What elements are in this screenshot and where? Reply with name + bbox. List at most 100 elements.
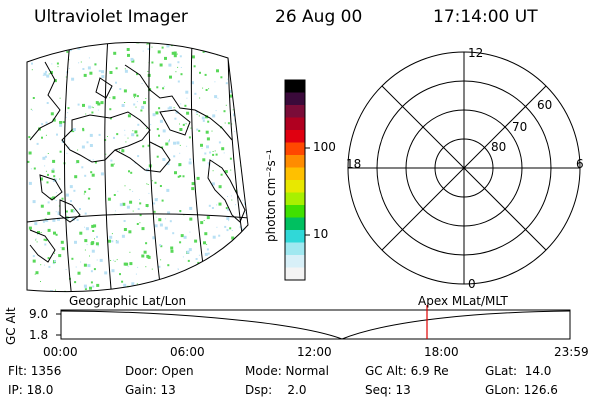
speckle (212, 262, 214, 264)
speckle (167, 264, 170, 267)
polar-label-12: 12 (468, 46, 484, 60)
speckle (173, 51, 177, 55)
speckle (226, 229, 229, 232)
speckle (183, 235, 187, 239)
speckle (191, 55, 195, 59)
speckle (89, 133, 93, 137)
speckle (154, 198, 158, 202)
speckle (89, 255, 90, 257)
speckle (206, 248, 209, 251)
speckle (74, 240, 77, 244)
speckle (124, 102, 126, 103)
speckle (201, 116, 205, 120)
speckle (166, 44, 170, 48)
speckle (124, 134, 126, 136)
speckle (143, 250, 147, 254)
speckle (160, 245, 163, 248)
speckle (180, 73, 183, 76)
speckle (151, 268, 153, 270)
info-dsp: Dsp: 2.0 (245, 383, 307, 397)
speckle (145, 242, 148, 245)
speckle (205, 130, 209, 134)
speckle (249, 68, 250, 69)
speckle (119, 149, 120, 151)
speckle (229, 157, 232, 160)
speckle (47, 153, 49, 154)
speckle (42, 220, 45, 223)
speckle (119, 273, 121, 276)
speckle (179, 128, 183, 131)
speckle (60, 240, 64, 244)
speckle (86, 244, 88, 246)
speckle (116, 259, 118, 261)
speckle (203, 220, 205, 221)
speckle (155, 216, 157, 218)
speckle (124, 69, 128, 73)
speckle (179, 210, 182, 212)
speckle (186, 250, 190, 254)
speckle (147, 184, 149, 185)
colorbar-band (285, 255, 305, 268)
speckle (109, 97, 111, 99)
speckle (113, 259, 114, 261)
speckle (191, 187, 195, 191)
speckle (110, 117, 112, 120)
speckle (200, 143, 203, 147)
speckle (225, 104, 227, 106)
speckle (245, 280, 248, 284)
speckle (95, 101, 99, 105)
speckle (109, 235, 113, 239)
speckle (198, 254, 200, 256)
speckle (55, 211, 57, 213)
speckle (243, 164, 246, 167)
speckle (141, 105, 145, 109)
speckle (57, 217, 60, 221)
speckle (158, 134, 160, 137)
speckle (227, 208, 229, 211)
speckle (137, 155, 140, 158)
speckle (87, 66, 91, 70)
speckle (27, 55, 31, 59)
speckle (221, 251, 224, 254)
speckle (155, 111, 159, 115)
speckle (92, 107, 94, 109)
speckle (32, 97, 35, 99)
speckle (159, 223, 163, 227)
speckle (84, 226, 85, 228)
colorbar-band (285, 267, 305, 281)
speckle (170, 249, 174, 253)
speckle (204, 73, 207, 76)
speckle (57, 210, 59, 212)
speckle (30, 108, 32, 110)
speckle (141, 254, 145, 258)
colorbar-band (285, 105, 305, 118)
speckle (173, 141, 176, 145)
speckle (129, 189, 131, 191)
speckle (188, 161, 192, 165)
speckle (57, 66, 59, 68)
speckle (121, 280, 124, 283)
speckle (72, 210, 75, 213)
speckle (55, 200, 57, 201)
speckle (41, 42, 45, 46)
speckle (70, 209, 74, 213)
app-title: Ultraviolet Imager (34, 7, 188, 27)
speckle (236, 281, 238, 283)
speckle (242, 283, 246, 287)
speckle (218, 185, 222, 189)
speckle (156, 86, 159, 89)
speckle (31, 69, 33, 71)
speckle (87, 197, 90, 200)
speckle (213, 284, 215, 286)
speckle (159, 119, 163, 123)
speckle (107, 136, 108, 137)
speckle (96, 259, 98, 261)
speckle (177, 268, 179, 270)
speckle (127, 137, 129, 139)
speckle (214, 95, 218, 99)
speckle (168, 290, 172, 292)
speckle (136, 134, 139, 137)
altitude-track-plot (56, 305, 571, 340)
colorbar-band (285, 205, 305, 218)
speckle (100, 101, 104, 105)
